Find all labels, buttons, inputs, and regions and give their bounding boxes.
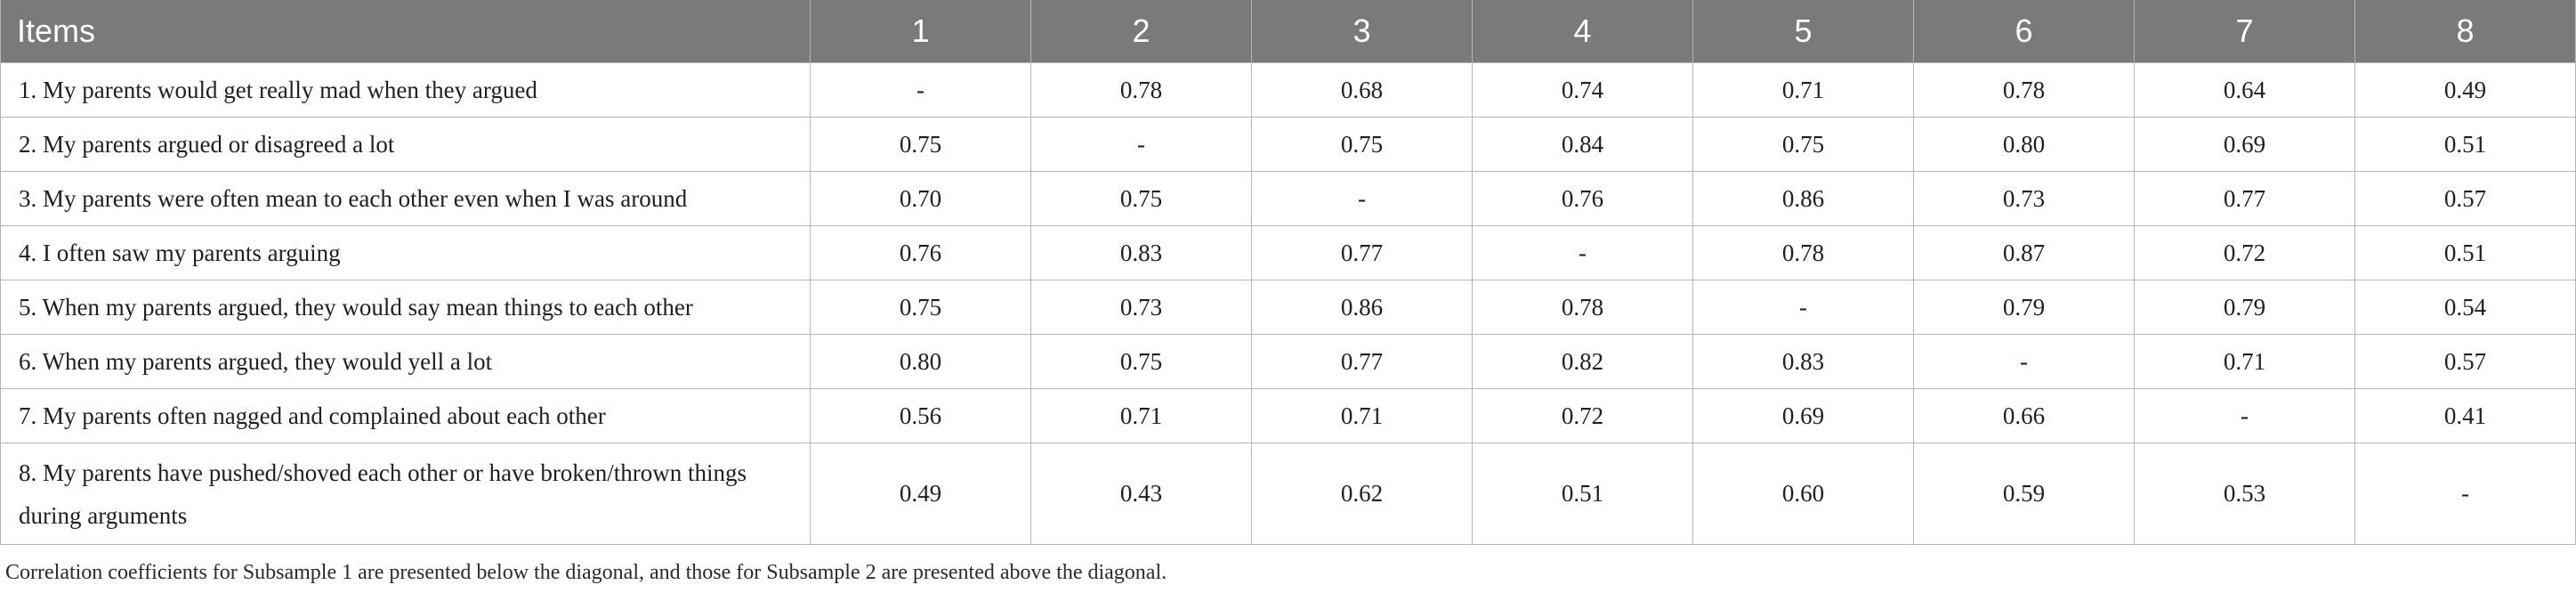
table-cell: 0.71 — [1251, 388, 1473, 443]
table-cell: 0.64 — [2134, 62, 2355, 118]
table-cell: - — [810, 62, 1031, 118]
table-cell: 0.57 — [2354, 334, 2576, 389]
item-label: 6. When my parents argued, they would ye… — [0, 334, 811, 389]
table-cell: 0.54 — [2354, 280, 2576, 335]
table-cell: 0.78 — [1472, 280, 1693, 335]
table-cell: - — [1692, 280, 1914, 335]
table-cell: 0.66 — [1913, 388, 2135, 443]
table-cell: 0.75 — [1030, 334, 1252, 389]
table-cell: - — [1472, 225, 1693, 280]
header-col-7: 7 — [2134, 0, 2355, 63]
item-label: 4. I often saw my parents arguing — [0, 225, 811, 280]
table-cell: 0.83 — [1692, 334, 1914, 389]
item-label: 2. My parents argued or disagreed a lot — [0, 117, 811, 172]
table-cell: - — [1030, 117, 1252, 172]
item-label: 3. My parents were often mean to each ot… — [0, 171, 811, 226]
table-row: 3. My parents were often mean to each ot… — [0, 171, 2576, 226]
header-col-8: 8 — [2354, 0, 2576, 63]
table-cell: 0.84 — [1472, 117, 1693, 172]
table-cell: 0.75 — [1030, 171, 1252, 226]
table-cell: - — [1913, 334, 2135, 389]
table-row: 5. When my parents argued, they would sa… — [0, 280, 2576, 335]
table-cell: 0.86 — [1251, 280, 1473, 335]
table-cell: 0.57 — [2354, 171, 2576, 226]
table-cell: 0.49 — [2354, 62, 2576, 118]
table-cell: 0.71 — [1030, 388, 1252, 443]
table-cell: 0.78 — [1692, 225, 1914, 280]
table-cell: 0.79 — [1913, 280, 2135, 335]
table-cell: - — [1251, 171, 1473, 226]
table-cell: 0.83 — [1030, 225, 1252, 280]
table-cell: 0.68 — [1251, 62, 1473, 118]
table-cell: 0.59 — [1913, 443, 2135, 545]
header-row: Items 1 2 3 4 5 6 7 8 — [0, 0, 2576, 63]
table-cell: 0.73 — [1913, 171, 2135, 226]
header-items: Items — [0, 0, 811, 63]
table-cell: 0.77 — [1251, 334, 1473, 389]
item-label: 1. My parents would get really mad when … — [0, 62, 811, 118]
item-label: 5. When my parents argued, they would sa… — [0, 280, 811, 335]
header-col-5: 5 — [1692, 0, 1914, 63]
table-cell: 0.51 — [2354, 117, 2576, 172]
table-cell: 0.49 — [810, 443, 1031, 545]
table-cell: 0.60 — [1692, 443, 1914, 545]
table-cell: 0.77 — [1251, 225, 1473, 280]
table-row: 2. My parents argued or disagreed a lot … — [0, 117, 2576, 172]
table-cell: 0.86 — [1692, 171, 1914, 226]
table-cell: 0.76 — [810, 225, 1031, 280]
table-row: 4. I often saw my parents arguing 0.76 0… — [0, 225, 2576, 280]
correlation-table: Items 1 2 3 4 5 6 7 8 1. My parents woul… — [0, 0, 2576, 545]
table-row: 6. When my parents argued, they would ye… — [0, 334, 2576, 389]
header-col-3: 3 — [1251, 0, 1473, 63]
table-cell: 0.72 — [1472, 388, 1693, 443]
table-cell: 0.74 — [1472, 62, 1693, 118]
header-col-2: 2 — [1030, 0, 1252, 63]
table-row: 8. My parents have pushed/shoved each ot… — [0, 443, 2576, 545]
table-cell: 0.78 — [1030, 62, 1252, 118]
table-row: 1. My parents would get really mad when … — [0, 62, 2576, 118]
table-cell: 0.75 — [1251, 117, 1473, 172]
table-cell: 0.80 — [810, 334, 1031, 389]
table-cell: 0.70 — [810, 171, 1031, 226]
table-cell: - — [2354, 443, 2576, 545]
table-cell: 0.62 — [1251, 443, 1473, 545]
item-label: 7. My parents often nagged and complaine… — [0, 388, 811, 443]
table-cell: 0.41 — [2354, 388, 2576, 443]
table-cell: 0.69 — [2134, 117, 2355, 172]
table-cell: 0.82 — [1472, 334, 1693, 389]
table-cell: 0.76 — [1472, 171, 1693, 226]
table-cell: 0.73 — [1030, 280, 1252, 335]
header-col-1: 1 — [810, 0, 1031, 63]
table-cell: 0.87 — [1913, 225, 2135, 280]
correlation-table-container: Items 1 2 3 4 5 6 7 8 1. My parents woul… — [0, 0, 2576, 545]
table-cell: 0.56 — [810, 388, 1031, 443]
table-cell: 0.75 — [810, 280, 1031, 335]
header-col-6: 6 — [1913, 0, 2135, 63]
table-cell: 0.80 — [1913, 117, 2135, 172]
table-cell: - — [2134, 388, 2355, 443]
item-label: 8. My parents have pushed/shoved each ot… — [0, 443, 811, 545]
table-cell: 0.77 — [2134, 171, 2355, 226]
table-cell: 0.71 — [1692, 62, 1914, 118]
table-footnote: Correlation coefficients for Subsample 1… — [5, 561, 1167, 584]
table-cell: 0.43 — [1030, 443, 1252, 545]
table-cell: 0.75 — [810, 117, 1031, 172]
table-cell: 0.71 — [2134, 334, 2355, 389]
table-cell: 0.51 — [2354, 225, 2576, 280]
table-row: 7. My parents often nagged and complaine… — [0, 388, 2576, 443]
table-cell: 0.69 — [1692, 388, 1914, 443]
table-cell: 0.75 — [1692, 117, 1914, 172]
table-cell: 0.53 — [2134, 443, 2355, 545]
table-cell: 0.72 — [2134, 225, 2355, 280]
table-cell: 0.79 — [2134, 280, 2355, 335]
table-cell: 0.78 — [1913, 62, 2135, 118]
table-cell: 0.51 — [1472, 443, 1693, 545]
header-col-4: 4 — [1472, 0, 1693, 63]
